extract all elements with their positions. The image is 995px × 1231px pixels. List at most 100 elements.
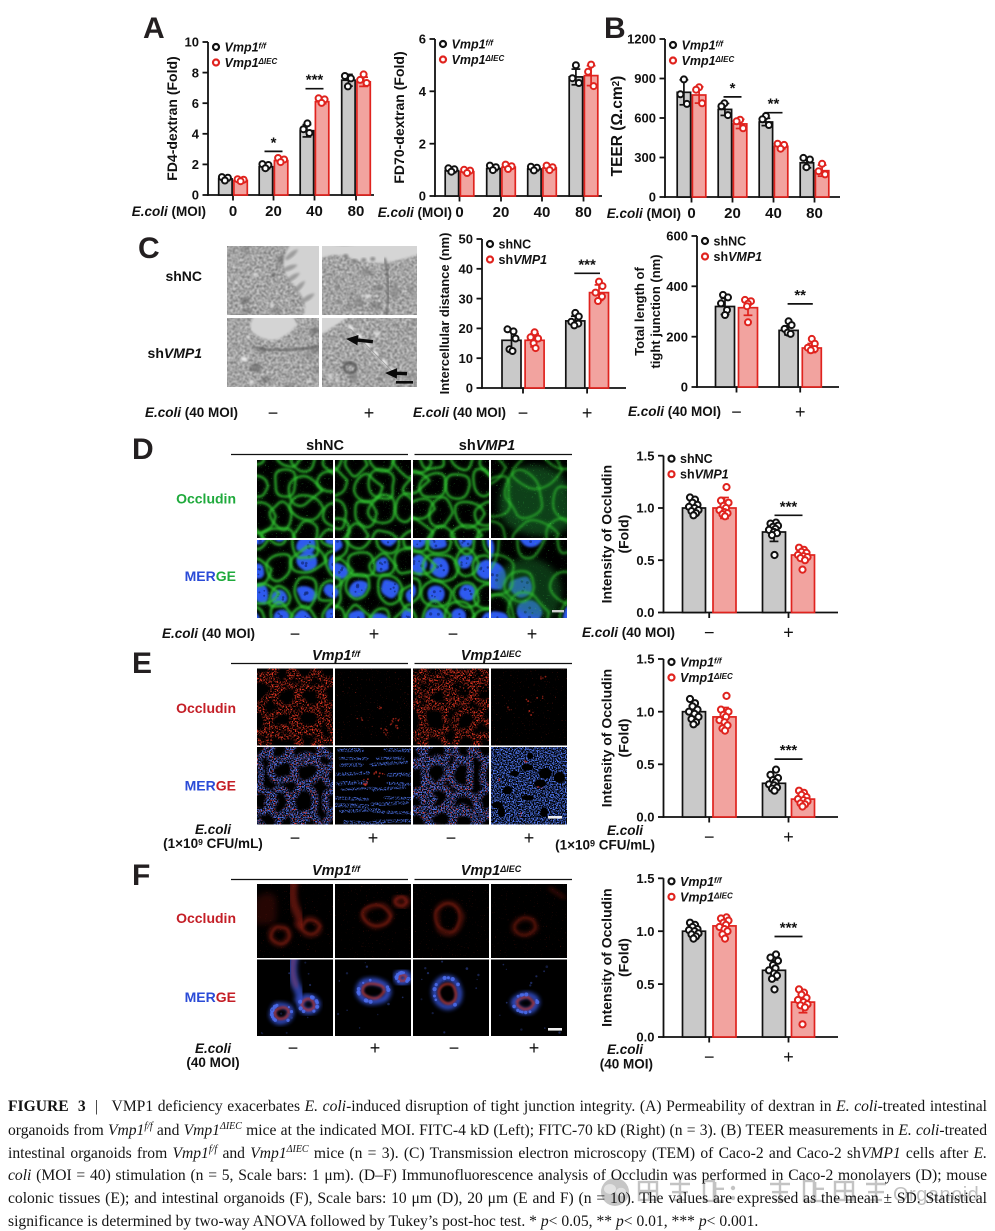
svg-text:(40 MOI): (40 MOI) bbox=[600, 1057, 653, 1072]
svg-text:FD4-dextran (Fold): FD4-dextran (Fold) bbox=[164, 56, 180, 180]
svg-text:0: 0 bbox=[419, 189, 426, 204]
svg-text:(1×109 CFU/mL): (1×109 CFU/mL) bbox=[163, 836, 263, 851]
svg-text:0: 0 bbox=[455, 204, 463, 221]
svg-text:2: 2 bbox=[192, 157, 199, 172]
svg-text:30: 30 bbox=[459, 291, 473, 306]
svg-text:E.coli (40 MOI): E.coli (40 MOI) bbox=[413, 405, 506, 420]
svg-text:4: 4 bbox=[192, 127, 200, 142]
svg-text:0: 0 bbox=[229, 203, 237, 220]
svg-text:0.0: 0.0 bbox=[636, 605, 654, 620]
svg-text:600: 600 bbox=[634, 111, 656, 126]
svg-text:Intensity of Occludin: Intensity of Occludin bbox=[599, 465, 615, 603]
svg-text:40: 40 bbox=[306, 203, 323, 220]
svg-text:600: 600 bbox=[666, 229, 688, 244]
svg-text:1.0: 1.0 bbox=[636, 924, 654, 939]
svg-text:(40 MOI): (40 MOI) bbox=[186, 1055, 239, 1070]
svg-text:0.5: 0.5 bbox=[636, 553, 654, 568]
svg-text:10: 10 bbox=[459, 351, 473, 366]
svg-text:E.coli: E.coli bbox=[607, 1042, 643, 1057]
svg-text:+: + bbox=[529, 1038, 540, 1058]
svg-text:Vmp1ΔIEC: Vmp1ΔIEC bbox=[682, 54, 735, 68]
svg-text:300: 300 bbox=[634, 150, 656, 165]
svg-text:−: − bbox=[704, 623, 715, 643]
svg-text:E.coli (40 MOI): E.coli (40 MOI) bbox=[162, 626, 255, 641]
svg-text:**: ** bbox=[794, 287, 806, 304]
svg-text:200: 200 bbox=[666, 329, 688, 344]
svg-text:2: 2 bbox=[419, 136, 426, 151]
svg-text:20: 20 bbox=[459, 321, 473, 336]
svg-text:C: C bbox=[138, 232, 160, 265]
svg-text:0: 0 bbox=[649, 190, 656, 205]
svg-text:6: 6 bbox=[192, 96, 199, 111]
svg-text:−: − bbox=[704, 827, 715, 847]
svg-text:20: 20 bbox=[493, 204, 510, 221]
svg-text:0.0: 0.0 bbox=[636, 1030, 654, 1045]
svg-text:Occludin: Occludin bbox=[176, 491, 236, 507]
svg-text:shNC: shNC bbox=[499, 238, 532, 252]
svg-text:+: + bbox=[364, 403, 375, 423]
svg-text:+: + bbox=[370, 1038, 381, 1058]
svg-text:4: 4 bbox=[419, 84, 427, 99]
svg-text:−: − bbox=[446, 828, 457, 848]
svg-text:F: F bbox=[132, 859, 150, 892]
svg-text:Vmp1f/f: Vmp1f/f bbox=[312, 863, 361, 879]
svg-text:E.coli (MOI): E.coli (MOI) bbox=[378, 205, 452, 220]
svg-text:(Fold): (Fold) bbox=[616, 515, 632, 554]
svg-text:shVMP1: shVMP1 bbox=[459, 438, 515, 454]
svg-text:Vmp1f/f: Vmp1f/f bbox=[312, 648, 361, 664]
svg-text:10: 10 bbox=[185, 35, 199, 50]
svg-text:+: + bbox=[783, 1047, 794, 1067]
svg-text:FD70-dextran (Fold): FD70-dextran (Fold) bbox=[391, 51, 407, 183]
svg-text:80: 80 bbox=[575, 204, 592, 221]
svg-text:0: 0 bbox=[687, 205, 695, 222]
svg-text:***: *** bbox=[780, 742, 798, 759]
svg-text:−: − bbox=[449, 1038, 460, 1058]
svg-text:Vmp1f/f: Vmp1f/f bbox=[680, 656, 723, 670]
svg-text:D: D bbox=[132, 433, 154, 466]
svg-text:B: B bbox=[604, 12, 626, 45]
svg-text:MERGE: MERGE bbox=[185, 568, 236, 584]
svg-text:−: − bbox=[448, 624, 459, 644]
svg-text:*: * bbox=[271, 134, 277, 151]
svg-text:Intensity of Occludin: Intensity of Occludin bbox=[599, 669, 615, 807]
svg-text:MERGE: MERGE bbox=[185, 778, 236, 794]
svg-text:+: + bbox=[368, 828, 379, 848]
svg-text:Vmp1f/f: Vmp1f/f bbox=[680, 875, 723, 889]
svg-text:E.coli: E.coli bbox=[195, 1041, 231, 1056]
svg-text:shVMP1: shVMP1 bbox=[148, 345, 203, 361]
svg-text:+: + bbox=[783, 827, 794, 847]
svg-text:**: ** bbox=[768, 96, 780, 113]
svg-text:1.5: 1.5 bbox=[636, 871, 654, 886]
svg-text:−: − bbox=[704, 1047, 715, 1067]
svg-text:shVMP1: shVMP1 bbox=[499, 253, 548, 267]
svg-text:shNC: shNC bbox=[306, 438, 344, 454]
svg-text:Organoid: Organoid bbox=[893, 1184, 979, 1206]
svg-text:Intensity of Occludin: Intensity of Occludin bbox=[599, 888, 615, 1026]
svg-text:80: 80 bbox=[348, 203, 365, 220]
svg-text:400: 400 bbox=[666, 279, 688, 294]
svg-text:Vmp1f/f: Vmp1f/f bbox=[682, 39, 725, 53]
svg-text:1.5: 1.5 bbox=[636, 448, 654, 463]
svg-text:***: *** bbox=[780, 498, 798, 515]
svg-text:+: + bbox=[795, 402, 806, 422]
svg-text:TEER (Ω.cm2): TEER (Ω.cm2) bbox=[609, 76, 626, 177]
svg-text:−: − bbox=[731, 402, 742, 422]
svg-text:20: 20 bbox=[724, 205, 741, 222]
svg-text:Vmp1ΔIEC: Vmp1ΔIEC bbox=[680, 671, 733, 685]
svg-text:shNC: shNC bbox=[714, 235, 747, 249]
svg-text:shVMP1: shVMP1 bbox=[680, 468, 729, 482]
svg-text:E: E bbox=[132, 647, 152, 680]
svg-text:A: A bbox=[143, 12, 165, 45]
svg-text:40: 40 bbox=[765, 205, 782, 222]
svg-text:Vmp1ΔIEC: Vmp1ΔIEC bbox=[225, 56, 278, 70]
svg-text:Vmp1ΔIEC: Vmp1ΔIEC bbox=[452, 53, 505, 67]
svg-text:E.coli (40 MOI): E.coli (40 MOI) bbox=[582, 625, 675, 640]
svg-text:(Fold): (Fold) bbox=[616, 938, 632, 977]
svg-text:50: 50 bbox=[459, 232, 473, 247]
svg-text:8: 8 bbox=[192, 65, 199, 80]
svg-text:Vmp1f/f: Vmp1f/f bbox=[452, 38, 495, 52]
svg-text:(1×109 CFU/mL): (1×109 CFU/mL) bbox=[555, 838, 655, 853]
svg-text:E.coli (MOI): E.coli (MOI) bbox=[132, 204, 206, 219]
svg-text:Total length of: Total length of bbox=[632, 267, 647, 356]
svg-text:shVMP1: shVMP1 bbox=[714, 250, 763, 264]
